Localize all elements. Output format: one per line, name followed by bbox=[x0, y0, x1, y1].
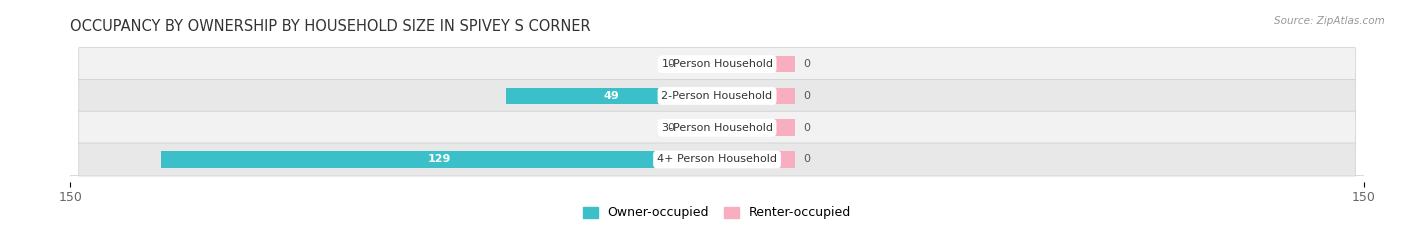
Text: 1-Person Household: 1-Person Household bbox=[662, 59, 772, 69]
Bar bbox=[717, 88, 794, 104]
Text: 0: 0 bbox=[803, 154, 810, 164]
Legend: Owner-occupied, Renter-occupied: Owner-occupied, Renter-occupied bbox=[578, 201, 856, 224]
Bar bbox=[506, 88, 717, 104]
Text: 0: 0 bbox=[666, 123, 673, 133]
Bar bbox=[160, 151, 717, 168]
Bar bbox=[682, 120, 717, 136]
FancyBboxPatch shape bbox=[79, 143, 1355, 176]
Text: 0: 0 bbox=[666, 59, 673, 69]
Bar bbox=[717, 56, 794, 72]
Text: 4+ Person Household: 4+ Person Household bbox=[657, 154, 778, 164]
FancyBboxPatch shape bbox=[79, 48, 1355, 81]
Text: Source: ZipAtlas.com: Source: ZipAtlas.com bbox=[1274, 16, 1385, 26]
Text: 129: 129 bbox=[427, 154, 451, 164]
Text: 2-Person Household: 2-Person Household bbox=[661, 91, 773, 101]
Text: 0: 0 bbox=[803, 123, 810, 133]
FancyBboxPatch shape bbox=[79, 111, 1355, 144]
Text: 3-Person Household: 3-Person Household bbox=[662, 123, 772, 133]
Bar bbox=[717, 120, 794, 136]
FancyBboxPatch shape bbox=[79, 79, 1355, 113]
Bar bbox=[717, 151, 794, 168]
Bar bbox=[682, 56, 717, 72]
Text: OCCUPANCY BY OWNERSHIP BY HOUSEHOLD SIZE IN SPIVEY S CORNER: OCCUPANCY BY OWNERSHIP BY HOUSEHOLD SIZE… bbox=[70, 19, 591, 34]
Text: 49: 49 bbox=[603, 91, 619, 101]
Text: 0: 0 bbox=[803, 91, 810, 101]
Text: 0: 0 bbox=[803, 59, 810, 69]
